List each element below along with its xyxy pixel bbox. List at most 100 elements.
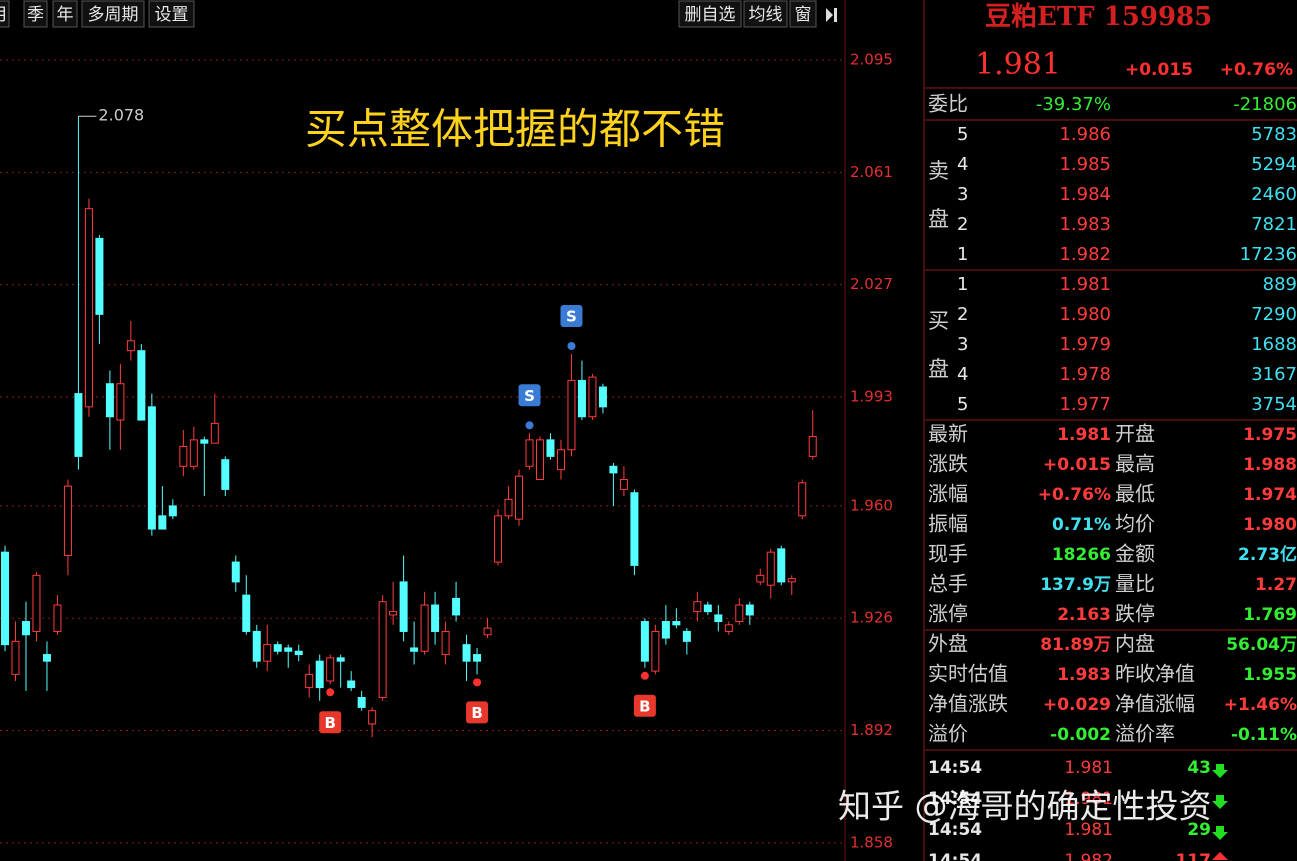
candle-body [483,627,492,636]
level-volume: 3754 [1251,394,1297,415]
toolbar-button[interactable] [52,0,78,28]
side-label: 买 [928,309,949,333]
security-title: 豆粕ETF 159985 [985,1,1212,32]
candle-body [525,439,534,467]
level-volume: 17236 [1240,244,1297,265]
stat-value: 1.983 [1057,665,1111,685]
candle-body [95,237,104,315]
candle-body [63,485,72,556]
candle-body [242,594,251,632]
level-price: 1.980 [1059,304,1111,325]
signal-badge [319,711,342,734]
candle-body [284,647,293,652]
level-price: 1.981 [1059,274,1111,295]
y-tick-label: 1.993 [850,387,893,405]
toolbar-button[interactable] [678,0,742,28]
candle-body [315,660,324,689]
stat-value: -0.002 [1050,725,1111,745]
toolbar-label[interactable]: 年 [57,5,74,25]
toolbar-label[interactable]: 均线 [749,5,783,25]
candle-body [682,630,691,642]
signal-dot [326,688,335,697]
signal-badge [466,701,489,724]
stat-label: 内盘 [1115,632,1155,656]
stat-value: 1.27 [1255,575,1297,595]
level-price: 1.986 [1059,124,1111,145]
level-volume: 1688 [1251,334,1297,355]
label: 委比 [928,92,968,116]
stat-label: 外盘 [928,632,968,656]
candle-body [619,479,628,490]
level-volume: 2460 [1251,184,1297,205]
stat-label: 涨跌 [928,452,968,476]
toolbar-label[interactable]: 月 [0,5,8,25]
candle-body [567,379,576,451]
level-volume: 7290 [1251,304,1297,325]
value: -39.37% [1036,94,1111,115]
stat-value: 2.73亿 [1238,544,1297,565]
candle-body [189,439,198,467]
toolbar-button[interactable] [23,0,48,28]
candle-body [221,459,230,490]
toolbar-label[interactable]: 删自选 [685,5,736,25]
stat-value: 1.981 [1057,425,1111,445]
toolbar-label[interactable]: 季 [27,5,44,25]
up-arrow [1212,852,1228,860]
candle-body [357,697,366,708]
toolbar-label[interactable]: 窗 [795,5,812,25]
candle-body [147,406,156,530]
signal-label: B [471,704,482,722]
side-label: 卖 [928,159,949,183]
stat-label: 最高 [1115,452,1155,476]
y-tick-label: 2.095 [850,51,893,69]
side-label: 盘 [928,357,949,381]
toolbar-button[interactable] [743,0,788,28]
candle-body [105,383,114,418]
candle-body [787,578,796,583]
candle-body [777,548,786,583]
level: 1 [957,244,968,265]
candle-body [347,680,356,689]
candle-body [462,644,471,662]
candle-body [53,604,62,632]
stat-label: 总手 [928,572,968,596]
level: 4 [957,154,968,175]
value: -21806 [1233,94,1297,115]
level-volume: 7821 [1251,214,1297,235]
candle-body [515,475,524,520]
signal-dot [525,421,534,430]
candle-body [210,422,219,444]
annotation: 买点整体把握的都不错 [305,105,725,154]
y-tick-label: 2.027 [850,275,893,293]
collapse-icon[interactable] [826,8,837,22]
candle-body [504,498,513,517]
candle-body [535,439,544,481]
change-pct: +0.76% [1220,60,1293,80]
y-tick-label: 2.061 [850,163,893,181]
candle-body [1,551,9,646]
candle-body [389,611,398,616]
signal-badge [518,384,541,407]
signal-label: S [566,307,577,325]
level-price: 1.979 [1059,334,1111,355]
toolbar-button[interactable] [789,0,817,28]
toolbar-label[interactable]: 多周期 [88,5,139,25]
candle-body [42,654,51,662]
toolbar-button[interactable] [148,0,195,28]
toolbar-button[interactable] [81,0,145,28]
down-arrow [1212,795,1228,809]
candle-body [126,340,135,352]
level: 3 [957,184,968,205]
candle-body [745,604,754,616]
candle-body [798,482,807,517]
stat-label: 实时估值 [928,662,1008,686]
stat-value: +0.029 [1043,695,1111,715]
stat-label: 最新 [928,422,968,446]
level-price: 1.977 [1059,394,1111,415]
candle-body [640,621,649,662]
level: 2 [957,214,968,235]
toolbar-label[interactable]: 设置 [155,5,189,25]
toolbar-button[interactable] [0,0,10,28]
y-tick-label: 1.858 [850,833,893,851]
